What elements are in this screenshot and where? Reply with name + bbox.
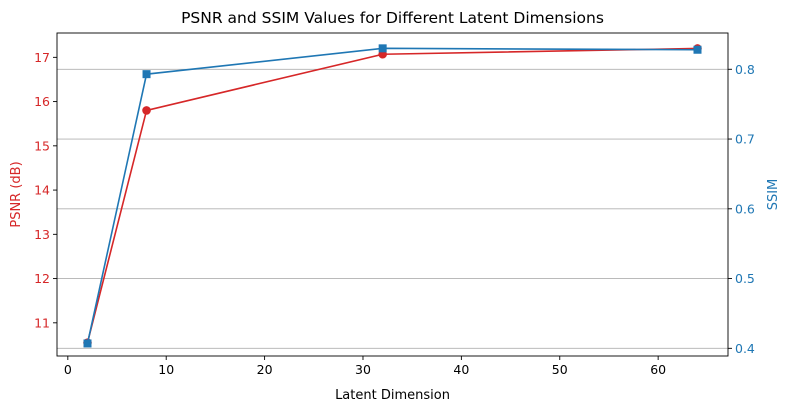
- plot-frame: [56, 32, 729, 357]
- x-tick-label: 20: [257, 362, 273, 377]
- y-right-tick-label: 0.5: [735, 271, 755, 286]
- data-point-right: [378, 44, 387, 53]
- x-tick-label: 60: [650, 362, 666, 377]
- data-point-right: [142, 70, 151, 79]
- y-left-tick-label: 17: [34, 50, 50, 65]
- y-left-tick-label: 12: [34, 271, 50, 286]
- grid-lines: [57, 68, 728, 349]
- y-left-tick-label: 13: [34, 227, 50, 242]
- y-right-tick-label: 0.6: [735, 201, 755, 216]
- y-left-tick-label: 15: [34, 138, 50, 153]
- series-line-right: [86, 47, 698, 344]
- y-left-tick-label: 11: [34, 315, 50, 330]
- x-tick-label: 30: [355, 362, 371, 377]
- y-right-tick-label: 0.4: [735, 341, 755, 356]
- x-tick-label: 0: [64, 362, 72, 377]
- y-axis-left-label: PSNR (dB): [9, 161, 24, 227]
- x-tick-label: 40: [453, 362, 469, 377]
- data-point-left: [142, 106, 151, 115]
- plot-area: [83, 44, 702, 348]
- x-tick-label: 10: [158, 362, 174, 377]
- y-right-tick-label: 0.8: [735, 62, 755, 77]
- chart-title: PSNR and SSIM Values for Different Laten…: [181, 9, 604, 27]
- y-left-tick-label: 14: [34, 183, 50, 198]
- y-axis-right-label: SSIM: [766, 179, 781, 211]
- x-axis-label: Latent Dimension: [335, 388, 450, 403]
- data-point-right: [693, 45, 702, 54]
- data-point-right: [83, 339, 92, 348]
- axes: 0 10 20 30 40 50 60 11 12 13 14 15 16 17 0.4 0.5 0.6 0.7 0…: [34, 50, 755, 377]
- y-left-tick-label: 16: [34, 94, 50, 109]
- x-tick-label: 50: [552, 362, 568, 377]
- series-line-left: [86, 47, 698, 343]
- y-right-tick-label: 0.7: [735, 132, 755, 147]
